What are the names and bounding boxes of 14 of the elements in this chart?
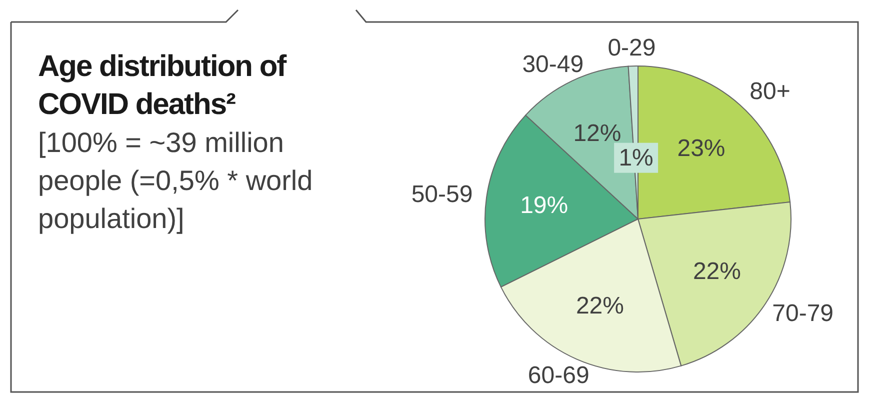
data-label: 22% (576, 292, 624, 320)
slice-label: 30-49 (522, 51, 584, 78)
data-label: 1% (618, 144, 654, 172)
text: Age distribution of COVID deaths² (38, 49, 288, 123)
data-label: 19% (520, 192, 568, 219)
slice-label: 0-29 (608, 34, 656, 62)
text: [100% = ~39 million people (=0,5% * world population)] (38, 126, 314, 236)
data-label: 23% (677, 134, 726, 162)
slice-label: 60-69 (528, 362, 590, 390)
data-label: 12% (573, 120, 622, 147)
slice-label: 80+ (750, 78, 790, 106)
data-label: 22% (692, 258, 741, 286)
slice-label: 50-59 (411, 181, 473, 208)
slice-label: 70-79 (772, 300, 834, 328)
